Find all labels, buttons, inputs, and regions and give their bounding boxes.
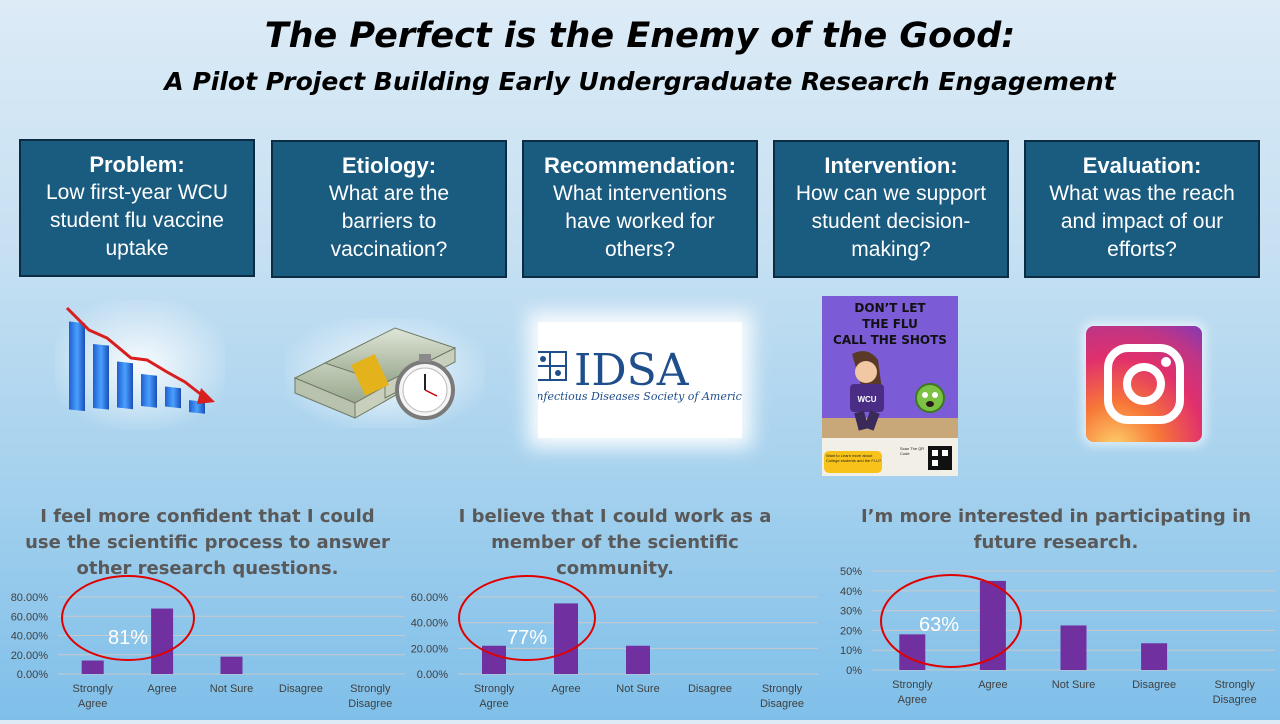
virus-icon [915, 383, 945, 413]
step-box-etiology: Etiology: What are the barriers to vacci… [271, 140, 507, 278]
step-box-evaluation: Evaluation: What was the reach and impac… [1024, 140, 1260, 278]
declining-bar-chart-icon [45, 295, 235, 435]
y-tick-label: 80.00% [11, 592, 49, 604]
chart-svg-interest: 0% 10% 20% 30% 40% 50% Strongly Agree Agree Not S… [840, 566, 1275, 706]
step-text: Low first-year WCU student flu vaccine u… [45, 181, 229, 260]
y-tick-label: 40.00% [11, 631, 49, 643]
x-tick-label: Disagree [1213, 694, 1257, 706]
x-tick-label: Not Sure [1052, 679, 1095, 691]
x-tick-label: Agree [978, 679, 1007, 691]
idsa-logo: IDSA Infectious Diseases Society of Amer… [531, 322, 748, 438]
money-and-stopwatch-icon [275, 311, 495, 435]
poster-title-line1: DON’T LET [854, 301, 926, 315]
bar-chart-confidence: 0.00% 20.00% 40.00% 60.00% 80.00% Strongly Agr… [0, 575, 410, 720]
step-heading: Intervention: [824, 153, 958, 178]
poster-title-line3: CALL THE SHOTS [833, 333, 947, 347]
bar [626, 645, 650, 674]
qr-code-icon [928, 446, 952, 470]
x-tick-label: Not Sure [616, 683, 659, 695]
poster-footer-left: Want to Learn more about College student… [826, 453, 882, 463]
y-tick-label: 10% [840, 645, 862, 657]
chart-question-3: I’m more interested in participating in … [860, 506, 1252, 553]
idsa-logo-text: IDSA [574, 345, 690, 396]
step-text: How can we support student decision-maki… [795, 182, 987, 261]
step-text: What was the reach and impact of our eff… [1049, 182, 1235, 261]
y-tick-label: 60.00% [411, 592, 449, 604]
y-tick-label: 40% [840, 586, 862, 598]
x-tick-label: Disagree [279, 683, 323, 695]
highlight-circle [458, 575, 596, 661]
y-tick-label: 50% [840, 566, 862, 578]
bar [1141, 643, 1168, 670]
x-tick-label: Agree [147, 683, 176, 695]
idsa-logo-caption: Infectious Diseases Society of America [538, 390, 742, 403]
agree-percent-annotation: 63% [919, 614, 959, 636]
instagram-icon [1086, 326, 1202, 442]
x-tick-label: Agree [78, 698, 107, 710]
x-tick-label: Disagree [688, 683, 732, 695]
bar [81, 660, 104, 674]
x-tick-label: Strongly [762, 683, 803, 695]
bar [151, 608, 174, 674]
x-tick-label: Strongly [350, 683, 391, 695]
step-heading: Recommendation: [544, 153, 736, 178]
bar [899, 634, 926, 670]
step-heading: Etiology: [341, 153, 437, 178]
y-tick-label: 40.00% [411, 618, 449, 630]
x-tick-label: Disagree [760, 698, 804, 710]
y-tick-label: 30% [840, 606, 862, 618]
step-heading: Evaluation: [1082, 153, 1202, 178]
x-tick-label: Strongly [892, 679, 933, 691]
x-tick-label: Disagree [1132, 679, 1176, 691]
bar [1060, 625, 1087, 670]
agree-percent-annotation: 81% [108, 627, 148, 649]
step-heading: Problem: [89, 152, 185, 177]
y-tick-label: 60.00% [11, 611, 49, 623]
x-tick-label: Strongly [73, 683, 114, 695]
page-subtitle: A Pilot Project Building Early Undergrad… [164, 67, 1116, 96]
x-tick-label: Strongly [1215, 679, 1256, 691]
y-tick-label: 20% [840, 625, 862, 637]
poster-title-line2: THE FLU [862, 317, 918, 331]
bar [554, 603, 578, 674]
agree-percent-annotation: 77% [507, 627, 547, 649]
y-tick-label: 20.00% [11, 650, 49, 662]
x-tick-label: Agree [479, 698, 508, 710]
step-text: What interventions have worked for other… [553, 182, 727, 261]
chart-question-1: I feel more confident that I could use t… [25, 506, 390, 579]
poster-footer-right: Scan The QR Code [900, 446, 925, 456]
y-tick-label: 0% [846, 665, 862, 677]
highlight-circle [61, 575, 195, 661]
bar-chart-community: 0.00% 20.00% 40.00% 60.00% Strongly Agree Agre… [400, 575, 820, 720]
bar-chart-interest: 0% 10% 20% 30% 40% 50% Strongly Agree Agree Not S… [820, 560, 1280, 720]
chart-svg-community: 0.00% 20.00% 40.00% 60.00% Strongly Agree Agre… [411, 575, 818, 710]
bar [482, 645, 506, 674]
x-tick-label: Disagree [348, 698, 392, 710]
step-box-intervention: Intervention: How can we support student… [773, 140, 1009, 278]
step-box-recommendation: Recommendation: What interventions have … [522, 140, 758, 278]
chart-question-2: I believe that I could work as a member … [458, 506, 772, 579]
y-tick-label: 0.00% [17, 669, 48, 681]
y-tick-label: 20.00% [411, 643, 449, 655]
x-tick-label: Not Sure [210, 683, 253, 695]
x-tick-label: Agree [551, 683, 580, 695]
poster-shirt-text: WCU [857, 395, 876, 404]
bar [979, 580, 1006, 670]
page-title: The Perfect is the Enemy of the Good: [264, 16, 1016, 56]
step-text: What are the barriers to vaccination? [328, 182, 450, 261]
step-box-problem: Problem: Low first-year WCU student flu … [19, 139, 255, 277]
bar [220, 656, 243, 674]
x-tick-label: Agree [898, 694, 927, 706]
highlight-circle [880, 574, 1022, 668]
y-tick-label: 0.00% [417, 669, 448, 681]
chart-svg-confidence: 0.00% 20.00% 40.00% 60.00% 80.00% Strongly Agr… [11, 575, 405, 710]
flu-poster: DON’T LET THE FLU CALL THE SHOTS WCU Wan… [822, 296, 958, 476]
x-tick-label: Strongly [474, 683, 515, 695]
